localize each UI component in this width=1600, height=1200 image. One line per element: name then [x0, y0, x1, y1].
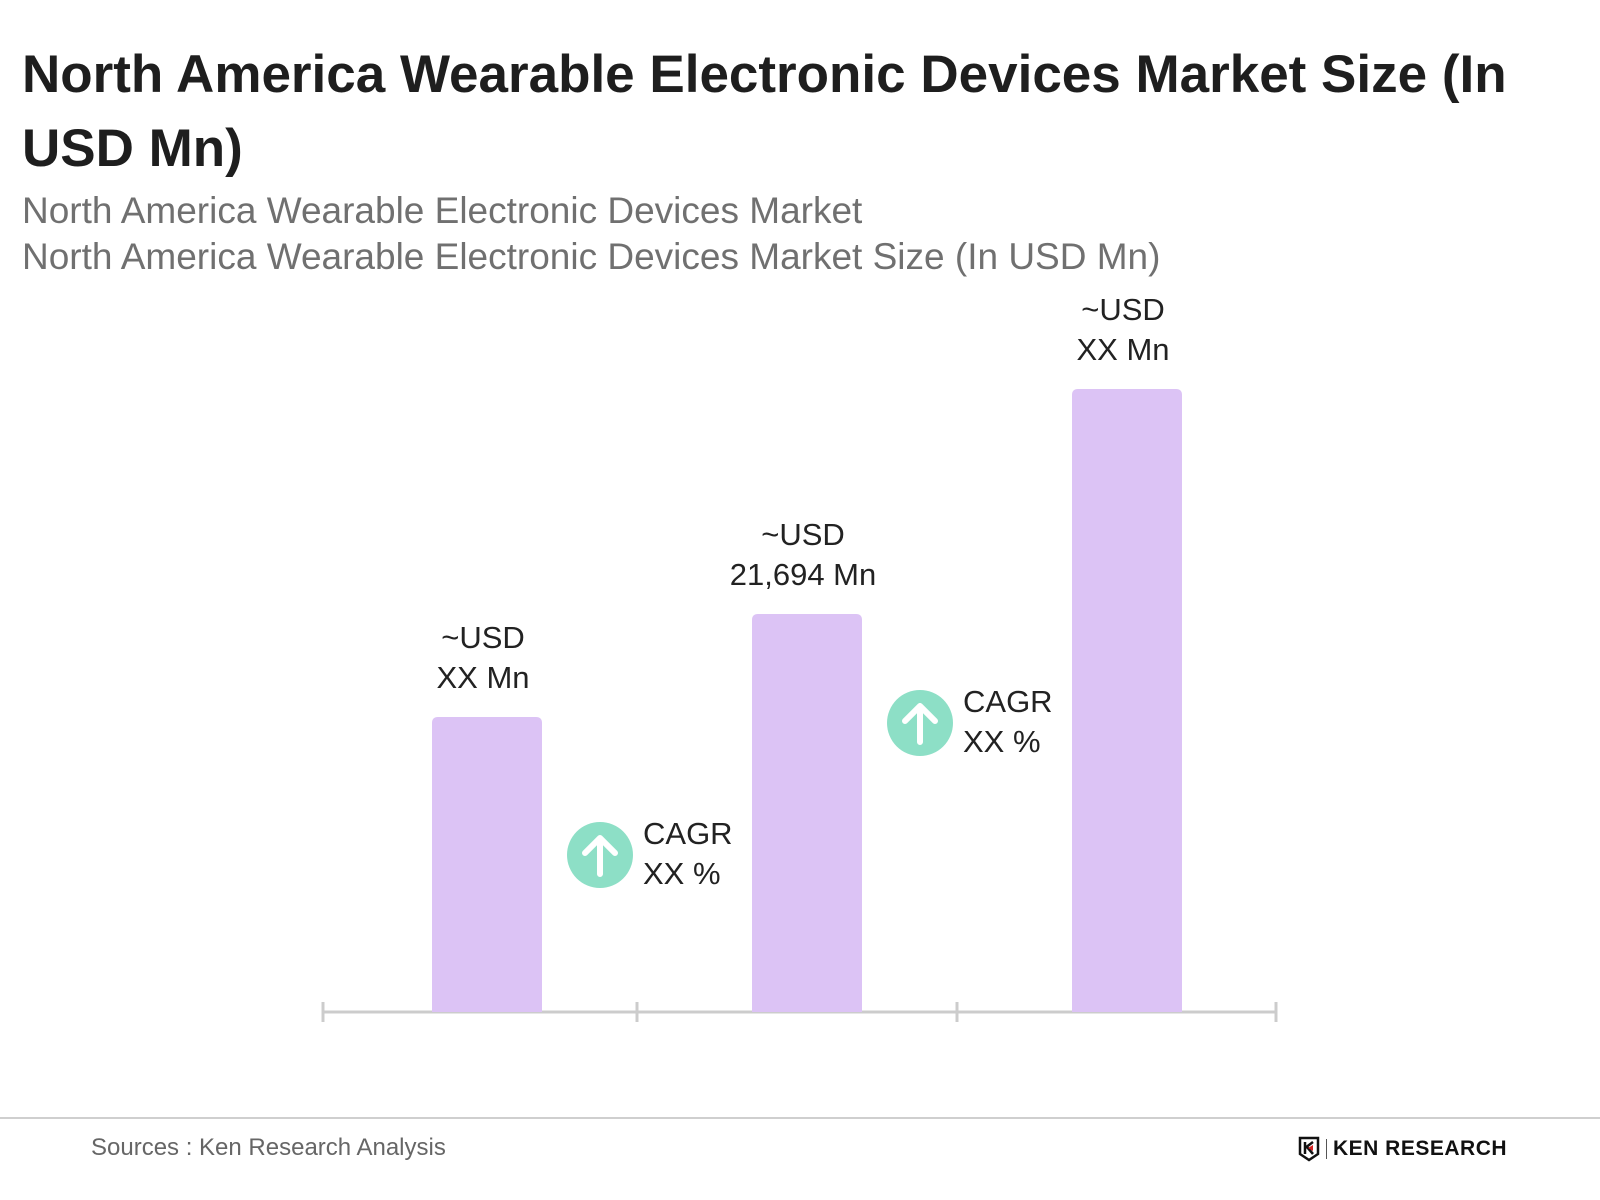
cagr-label: CAGR: [963, 684, 1053, 719]
logo-text: KEN RESEARCH: [1333, 1137, 1508, 1160]
ken-research-logo: KEN RESEARCH: [1298, 1136, 1507, 1162]
data-label-value: XX Mn: [436, 660, 529, 695]
bar-chart: ~USD XX Mn ~USD 21,694 Mn ~USD XX Mn CAGR XX % C…: [321, 292, 1278, 1022]
arrow-up-glyph: [902, 703, 938, 745]
cagr-label: CAGR: [643, 816, 733, 851]
arrow-up-glyph: [582, 835, 618, 877]
footer-divider: [0, 1117, 1600, 1119]
chart-subtitle-2: North America Wearable Electronic Device…: [22, 236, 1161, 277]
chart-title: North America Wearable Electronic Device…: [22, 45, 1507, 178]
data-label-value: 21,694 Mn: [730, 557, 877, 592]
ken-shield-icon: [1298, 1136, 1320, 1162]
data-label-line1: ~USD: [761, 517, 845, 552]
bar: [1072, 388, 1182, 1012]
chart-subtitle: North America Wearable Electronic Device…: [22, 190, 863, 231]
cagr-value: XX %: [643, 856, 721, 891]
cagr-value: XX %: [963, 724, 1041, 759]
data-label-value: XX Mn: [1076, 332, 1169, 367]
data-label-line1: ~USD: [441, 620, 525, 655]
bar: [752, 614, 862, 1012]
data-label-line1: ~USD: [1081, 292, 1165, 327]
bar: [432, 716, 542, 1012]
source-note: Sources : Ken Research Analysis: [91, 1134, 446, 1161]
